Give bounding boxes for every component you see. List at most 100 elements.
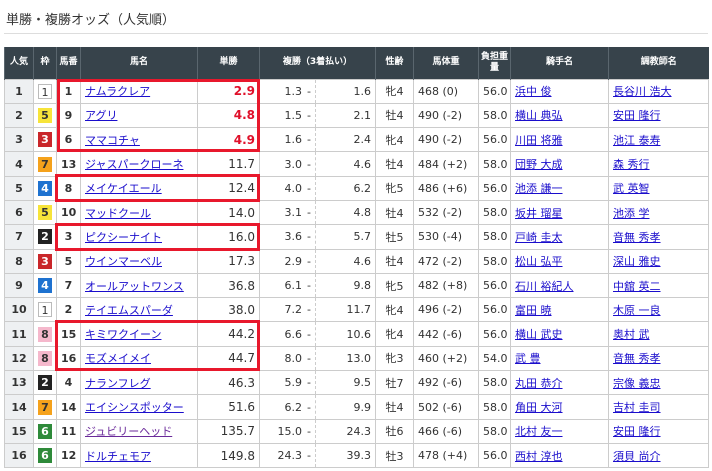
jockey-link[interactable]: 池添 謙一	[515, 182, 563, 196]
frame-badge: 8	[38, 350, 52, 366]
jockey-cell: 武 豊	[510, 345, 610, 372]
win-odds: 12.4	[228, 181, 255, 196]
horse-number: 15	[56, 321, 81, 347]
trainer-link[interactable]: 音無 秀孝	[613, 230, 661, 244]
jockey-link[interactable]: 団野 大成	[515, 158, 563, 172]
horse-name-link[interactable]: マッドクール	[85, 206, 151, 220]
place-low-cell: 4.0-	[259, 175, 316, 201]
trainer-link[interactable]: 須貝 尚介	[613, 449, 661, 463]
body-weight: 490 (-2)	[413, 127, 480, 153]
trainer-link[interactable]: 中舘 英二	[613, 279, 661, 293]
jockey-cell: 横山 武史	[510, 321, 610, 347]
jockey-link[interactable]: 浜中 俊	[515, 85, 552, 99]
trainer-link[interactable]: 安田 隆行	[613, 425, 661, 439]
jockey-link[interactable]: 石川 裕紀人	[515, 279, 574, 293]
jockey-link[interactable]: 川田 将雅	[515, 133, 563, 147]
trainer-link[interactable]: 長谷川 浩大	[613, 85, 672, 99]
header-popularity: 人気	[4, 47, 34, 79]
trainer-link[interactable]: 宗像 義忠	[613, 376, 661, 390]
trainer-link[interactable]: 安田 隆行	[613, 109, 661, 123]
horse-name-link[interactable]: アグリ	[85, 109, 118, 123]
place-low-cell: 7.2-	[259, 297, 316, 323]
horse-name-link[interactable]: ジュビリーヘッド	[85, 425, 173, 439]
trainer-link[interactable]: 武 英智	[613, 182, 650, 196]
horse-name-link[interactable]: ママコチャ	[85, 133, 140, 147]
trainer-link[interactable]: 池添 学	[613, 206, 650, 220]
trainer-link[interactable]: 木原 一良	[613, 303, 661, 317]
load-weight: 58.0	[478, 248, 512, 274]
table-row: 2 5 9 アグリ 4.8 1.5-2.1 牡4 490 (-2) 58.0 横山 典弘 安田 隆行	[4, 102, 710, 129]
place-odds-low: 3.0	[284, 157, 303, 171]
frame-cell: 6	[33, 418, 57, 444]
jockey-link[interactable]: 戸崎 圭太	[515, 230, 563, 244]
trainer-link[interactable]: 音無 秀孝	[613, 352, 661, 366]
horse-name-link[interactable]: キミワクイーン	[85, 328, 162, 342]
range-separator: -	[307, 108, 311, 122]
range-separator: -	[307, 230, 311, 244]
trainer-cell: 長谷川 浩大	[608, 78, 710, 104]
load-weight: 58.0	[478, 102, 512, 129]
trainer-cell: 木原 一良	[608, 297, 710, 323]
horse-name-link[interactable]: ジャスパークローネ	[85, 158, 184, 172]
jockey-link[interactable]: 松山 弘平	[515, 255, 563, 269]
jockey-link[interactable]: 丸田 恭介	[515, 376, 563, 390]
frame-badge: 8	[38, 326, 52, 342]
jockey-link[interactable]: 北村 友一	[515, 425, 563, 439]
range-separator: -	[307, 133, 311, 147]
win-odds-cell: 12.4	[197, 175, 260, 201]
place-odds-high: 2.4	[315, 127, 377, 153]
frame-cell: 5	[33, 199, 57, 226]
horse-name-cell: ナランフレグ	[80, 370, 198, 396]
load-weight: 58.0	[478, 224, 512, 250]
horse-name-link[interactable]: ナランフレグ	[85, 376, 151, 390]
range-separator: -	[307, 351, 311, 365]
body-weight: 466 (-6)	[413, 418, 480, 444]
place-low-cell: 6.6-	[259, 321, 316, 347]
frame-cell: 8	[33, 345, 57, 372]
win-odds-cell: 2.9	[197, 78, 260, 104]
jockey-link[interactable]: 横山 武史	[515, 328, 563, 342]
popularity: 9	[4, 272, 34, 299]
place-odds-low: 6.6	[284, 327, 303, 341]
frame-cell: 7	[33, 151, 57, 177]
jockey-link[interactable]: 富田 暁	[515, 303, 552, 317]
horse-name-link[interactable]: ナムラクレア	[85, 85, 151, 99]
horse-name-link[interactable]: エイシンスポッター	[85, 401, 184, 414]
win-odds: 4.8	[233, 108, 255, 123]
jockey-link[interactable]: 坂井 瑠星	[515, 206, 563, 220]
trainer-link[interactable]: 奥村 武	[613, 328, 650, 342]
horse-number: 12	[56, 442, 81, 469]
trainer-link[interactable]: 吉村 圭司	[613, 401, 661, 414]
jockey-link[interactable]: 横山 典弘	[515, 109, 563, 123]
place-odds-high: 4.6	[315, 248, 377, 274]
horse-name-link[interactable]: テイエムスパーダ	[85, 303, 173, 317]
horse-name-cell: テイエムスパーダ	[80, 297, 198, 323]
table-row: 6 5 10 マッドクール 14.0 3.1-4.8 牡4 532 (-2) 58.0 坂井 瑠星…	[4, 199, 710, 226]
place-odds-low: 8.0	[284, 351, 303, 365]
horse-name-link[interactable]: ドルチェモア	[85, 449, 151, 463]
frame-badge: 6	[38, 423, 52, 439]
frame-badge: 4	[38, 278, 52, 294]
trainer-link[interactable]: 森 秀行	[613, 158, 650, 172]
horse-name-link[interactable]: オールアットワンス	[85, 279, 184, 293]
place-odds-low: 3.6	[284, 230, 303, 244]
horse-name-link[interactable]: ウインマーベル	[85, 255, 162, 269]
win-odds: 149.8	[220, 448, 255, 463]
horse-name-link[interactable]: モズメイメイ	[85, 352, 151, 366]
place-low-cell: 1.6-	[259, 127, 316, 153]
trainer-link[interactable]: 深山 雅史	[613, 255, 661, 269]
jockey-link[interactable]: 武 豊	[515, 352, 541, 366]
load-weight: 58.0	[478, 199, 512, 226]
jockey-cell: 戸崎 圭太	[510, 224, 610, 250]
jockey-link[interactable]: 角田 大河	[515, 401, 563, 414]
win-odds: 44.7	[228, 351, 255, 366]
horse-name-link[interactable]: ピクシーナイト	[85, 230, 162, 244]
range-separator: -	[307, 376, 311, 390]
body-weight: 468 (0)	[413, 78, 480, 104]
win-odds: 51.6	[228, 400, 255, 414]
jockey-link[interactable]: 西村 淳也	[515, 449, 563, 463]
frame-badge: 3	[38, 253, 52, 269]
trainer-link[interactable]: 池江 泰寿	[613, 133, 661, 147]
horse-name-link[interactable]: メイケイエール	[85, 182, 162, 196]
body-weight: 490 (-2)	[413, 102, 480, 129]
